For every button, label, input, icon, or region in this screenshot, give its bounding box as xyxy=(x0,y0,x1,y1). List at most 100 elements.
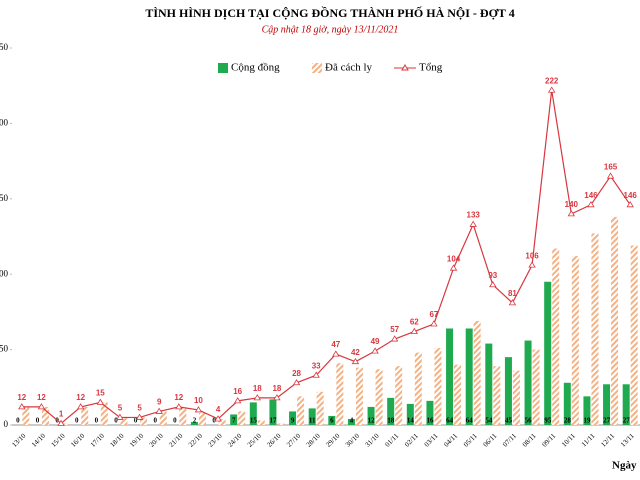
line-value-label: 62 xyxy=(410,318,419,327)
x-tick-label: 31/10 xyxy=(364,432,381,449)
line-marker xyxy=(57,419,65,426)
bar xyxy=(485,343,493,425)
legend-label: Đã cách ly xyxy=(325,62,373,74)
x-tick-label: 27/10 xyxy=(285,432,302,449)
line-value-label: 18 xyxy=(253,384,262,393)
bar-value-label: 14 xyxy=(407,417,415,425)
line-marker xyxy=(273,394,281,401)
bar xyxy=(328,415,336,425)
bar xyxy=(375,369,383,425)
line-marker xyxy=(233,397,242,404)
line-marker xyxy=(18,403,26,410)
line-marker xyxy=(626,201,634,208)
line-value-label: 12 xyxy=(37,393,46,402)
bar xyxy=(603,384,611,425)
bar xyxy=(355,367,363,425)
bar-value-label: 4 xyxy=(350,417,354,425)
y-tick-label: 150 xyxy=(0,193,9,203)
line-marker xyxy=(351,357,360,365)
y-tick-label: 250 xyxy=(0,42,9,52)
legend-marker xyxy=(401,64,409,71)
line-marker xyxy=(390,335,399,342)
bar-value-label: 27 xyxy=(603,417,611,425)
x-tick-label: 13/11 xyxy=(619,432,636,449)
bar xyxy=(395,366,403,425)
y-tick-label: 100 xyxy=(0,268,9,278)
bar xyxy=(238,411,246,425)
bar-value-label: 64 xyxy=(446,417,454,425)
line-value-label: 12 xyxy=(174,393,183,402)
bar-value-label: 27 xyxy=(623,417,631,425)
line-marker xyxy=(135,413,144,420)
y-tick-label: 50 xyxy=(0,344,9,354)
x-tick-label: 21/10 xyxy=(167,432,184,449)
x-tick-label: 26/10 xyxy=(266,432,283,449)
x-tick-label: 18/10 xyxy=(109,432,126,449)
x-tick-label: 07/11 xyxy=(501,432,518,449)
line-marker xyxy=(116,413,124,420)
bar-value-label: 0 xyxy=(114,417,118,425)
line-marker xyxy=(155,407,163,414)
line-value-label: 12 xyxy=(76,393,85,402)
bar xyxy=(336,363,344,425)
bar xyxy=(22,406,30,425)
line-marker xyxy=(449,264,458,271)
y-tick-label: 0 xyxy=(4,419,9,429)
line-marker xyxy=(96,398,105,405)
bar xyxy=(465,328,473,425)
legend-swatch xyxy=(218,63,228,73)
bar-value-label: 54 xyxy=(485,417,493,425)
bar-value-label: 18 xyxy=(387,417,395,425)
line-value-label: 146 xyxy=(624,191,638,200)
bar xyxy=(622,384,630,425)
line-value-label: 133 xyxy=(467,211,481,220)
x-tick-label: 20/10 xyxy=(148,432,165,449)
line-marker xyxy=(292,378,301,386)
x-tick-label: 01/11 xyxy=(383,432,400,449)
line-value-label: 106 xyxy=(525,251,539,260)
bar-value-label: 0 xyxy=(134,417,138,425)
x-tick-label: 08/11 xyxy=(521,432,538,449)
bar-value-label: 2 xyxy=(193,417,197,425)
x-tick-label: 06/11 xyxy=(482,432,499,449)
x-tick-label: 28/10 xyxy=(305,432,322,449)
bar-value-label: 11 xyxy=(309,417,316,425)
line-value-label: 47 xyxy=(331,340,340,349)
bar xyxy=(269,399,277,425)
line-marker xyxy=(194,406,203,413)
x-tick-label: 22/10 xyxy=(187,432,204,449)
bar-value-label: 16 xyxy=(426,417,434,425)
line-marker xyxy=(371,347,379,354)
line-value-label: 222 xyxy=(545,76,559,85)
bar xyxy=(552,248,560,425)
bar-value-label: 95 xyxy=(544,417,552,425)
x-tick-label: 16/10 xyxy=(69,432,86,449)
bar xyxy=(198,412,206,425)
bar-value-label: 0 xyxy=(95,417,99,425)
bar-value-label: 15 xyxy=(250,417,258,425)
x-tick-label: 05/11 xyxy=(462,432,479,449)
line-marker xyxy=(37,403,46,410)
x-tick-label: 12/11 xyxy=(599,432,616,449)
bar xyxy=(41,406,49,425)
line-marker xyxy=(528,261,536,268)
bar xyxy=(140,417,148,425)
bar xyxy=(563,382,571,425)
line-value-label: 4 xyxy=(216,405,221,414)
line-value-label: 104 xyxy=(447,254,461,263)
bar xyxy=(190,421,198,425)
line-value-label: 5 xyxy=(137,404,142,413)
bar xyxy=(532,349,540,425)
chart-subtitle: Cập nhật 18 giờ, ngày 13/11/2021 xyxy=(262,24,399,35)
line-value-label: 18 xyxy=(272,384,281,393)
bar-value-label: 9 xyxy=(291,417,295,425)
line-value-label: 93 xyxy=(488,271,497,280)
bar xyxy=(454,364,462,425)
bar xyxy=(611,216,619,425)
line-marker xyxy=(567,210,576,217)
bar xyxy=(524,340,532,425)
line-marker xyxy=(508,299,517,306)
bar-value-label: 19 xyxy=(583,417,591,425)
line-value-label: 5 xyxy=(118,404,123,413)
